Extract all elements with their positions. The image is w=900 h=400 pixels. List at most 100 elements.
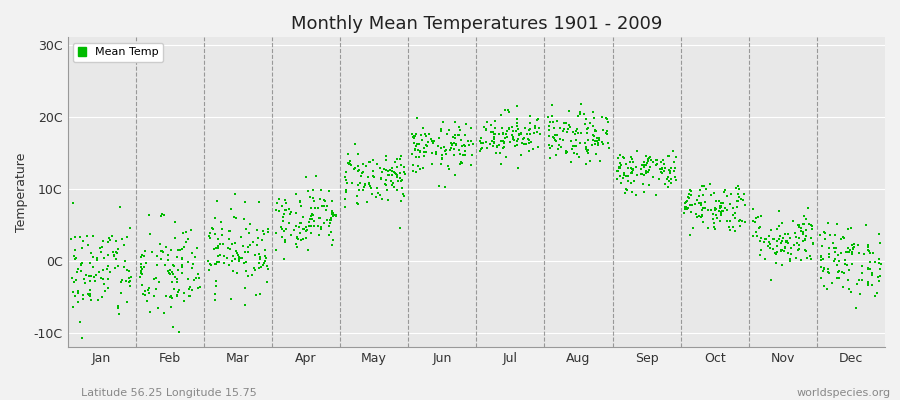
- Mean Temp: [75, 335, 89, 342]
- Mean Temp: [851, 242, 866, 248]
- Mean Temp: [774, 248, 788, 254]
- Mean Temp: [158, 293, 173, 299]
- Mean Temp: [563, 138, 578, 144]
- Mean Temp: [413, 166, 428, 172]
- Mean Temp: [76, 295, 90, 302]
- Mean Temp: [212, 243, 226, 250]
- Mean Temp: [796, 221, 810, 228]
- Mean Temp: [626, 159, 641, 166]
- Mean Temp: [708, 205, 723, 211]
- Mean Temp: [380, 187, 394, 193]
- Mean Temp: [362, 180, 376, 186]
- Mean Temp: [234, 255, 248, 262]
- Mean Temp: [388, 170, 402, 177]
- Mean Temp: [68, 256, 82, 263]
- Mean Temp: [74, 268, 88, 274]
- Mean Temp: [527, 122, 542, 129]
- Mean Temp: [752, 225, 766, 231]
- Mean Temp: [459, 121, 473, 127]
- Mean Temp: [637, 158, 652, 165]
- Mean Temp: [95, 238, 110, 244]
- Mean Temp: [579, 144, 593, 151]
- Mean Temp: [317, 203, 331, 209]
- Mean Temp: [751, 214, 765, 220]
- Mean Temp: [149, 262, 164, 268]
- Mean Temp: [586, 109, 600, 115]
- Mean Temp: [778, 244, 793, 250]
- Mean Temp: [134, 282, 148, 288]
- Mean Temp: [184, 287, 199, 293]
- Mean Temp: [138, 248, 152, 254]
- Mean Temp: [347, 165, 362, 171]
- Mean Temp: [440, 130, 454, 137]
- Mean Temp: [680, 206, 694, 212]
- Mean Temp: [276, 218, 291, 224]
- Mean Temp: [662, 153, 677, 160]
- Mean Temp: [379, 152, 393, 159]
- Mean Temp: [79, 233, 94, 239]
- Mean Temp: [105, 249, 120, 255]
- Mean Temp: [109, 256, 123, 262]
- Mean Temp: [684, 202, 698, 209]
- Mean Temp: [845, 261, 859, 267]
- Mean Temp: [595, 113, 609, 120]
- Mean Temp: [512, 132, 526, 138]
- Mean Temp: [506, 128, 520, 134]
- Mean Temp: [640, 160, 654, 167]
- Mean Temp: [680, 198, 694, 204]
- Mean Temp: [299, 224, 313, 230]
- Mean Temp: [646, 158, 661, 165]
- Mean Temp: [804, 222, 818, 228]
- Mean Temp: [221, 262, 236, 268]
- Mean Temp: [68, 276, 83, 283]
- Mean Temp: [381, 168, 395, 174]
- Mean Temp: [296, 226, 310, 232]
- Mean Temp: [230, 250, 245, 256]
- Mean Temp: [379, 177, 393, 184]
- Mean Temp: [634, 171, 649, 177]
- Mean Temp: [349, 192, 364, 199]
- Mean Temp: [477, 123, 491, 130]
- Mean Temp: [868, 293, 883, 299]
- Mean Temp: [356, 187, 370, 193]
- Mean Temp: [770, 226, 784, 232]
- Mean Temp: [600, 128, 615, 134]
- Mean Temp: [826, 240, 841, 246]
- Mean Temp: [111, 303, 125, 309]
- Mean Temp: [839, 249, 853, 255]
- Mean Temp: [344, 162, 358, 169]
- Mean Temp: [556, 137, 571, 143]
- Mean Temp: [487, 140, 501, 146]
- Mean Temp: [171, 266, 185, 273]
- Mean Temp: [830, 221, 844, 228]
- Mean Temp: [664, 175, 679, 182]
- Mean Temp: [506, 134, 520, 140]
- Mean Temp: [226, 253, 240, 259]
- Mean Temp: [410, 154, 424, 160]
- Mean Temp: [800, 255, 814, 262]
- Mean Temp: [859, 222, 873, 228]
- Mean Temp: [506, 134, 520, 140]
- Mean Temp: [80, 291, 94, 297]
- Mean Temp: [321, 187, 336, 194]
- Mean Temp: [454, 136, 468, 143]
- Mean Temp: [84, 297, 98, 303]
- Mean Temp: [591, 137, 606, 144]
- Mean Temp: [842, 266, 856, 273]
- Mean Temp: [238, 248, 252, 255]
- Mean Temp: [86, 233, 101, 239]
- Mean Temp: [510, 126, 525, 132]
- Mean Temp: [650, 156, 664, 163]
- Mean Temp: [621, 173, 635, 179]
- Mean Temp: [494, 138, 508, 144]
- Mean Temp: [656, 157, 670, 163]
- Mean Temp: [689, 214, 704, 220]
- Mean Temp: [431, 142, 446, 149]
- Mean Temp: [412, 141, 427, 147]
- Mean Temp: [498, 106, 512, 113]
- Mean Temp: [207, 246, 221, 252]
- Mean Temp: [72, 319, 86, 326]
- Mean Temp: [201, 258, 215, 264]
- Mean Temp: [716, 200, 730, 206]
- Mean Temp: [238, 285, 252, 292]
